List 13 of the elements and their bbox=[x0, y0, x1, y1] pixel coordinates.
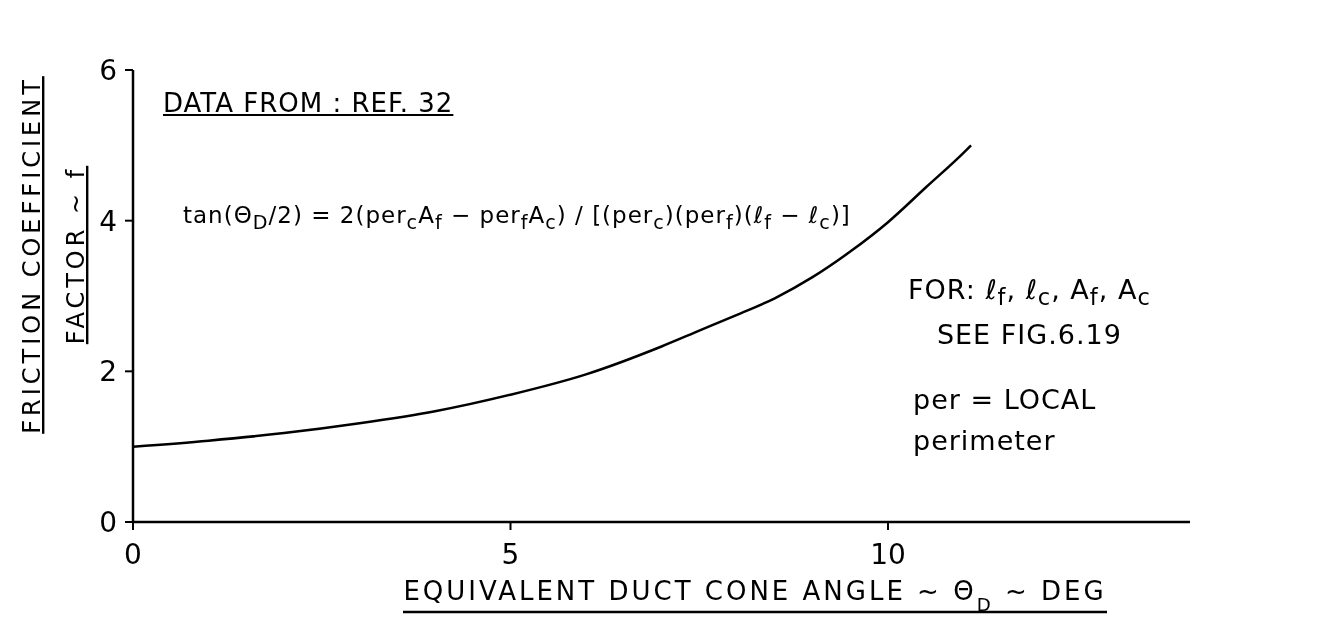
text: tan(Θ$_{D}$/2) = 2(per$_{c}$A$_{f}$ − per$_{f}$A$_{c}$) / [(per$_{c}$)(per$_{f}$)(ℓ$_{f}$ − ℓ$_{c}$)] bbox=[183, 202, 851, 234]
x-tick-label: 10 bbox=[870, 537, 906, 571]
annotation: per = LOCAL perimeter bbox=[913, 383, 1097, 458]
annotation: DATA FROM : REF. 32 bbox=[163, 87, 454, 120]
y-tick-label: 2 bbox=[99, 355, 117, 389]
x-axis-title: EQUIVALENT DUCT CONE ANGLE ~ Θ$_{D}$ ~ DEG bbox=[403, 576, 1107, 615]
y-axis-title: FRICTION COEFFICIENT FACTOR ~ f bbox=[18, 76, 90, 434]
y-tick-label: 4 bbox=[99, 204, 117, 238]
y-tick-label: 0 bbox=[99, 505, 117, 539]
x-tick-label: 5 bbox=[501, 537, 520, 571]
x-tick-label: 0 bbox=[124, 537, 142, 571]
text: FOR: ℓ$_{f}$, ℓ$_{c}$, A$_{f}$, A$_{c}$ SEE FIG.6.19 bbox=[908, 274, 1151, 351]
y-tick-label: 6 bbox=[99, 53, 117, 87]
